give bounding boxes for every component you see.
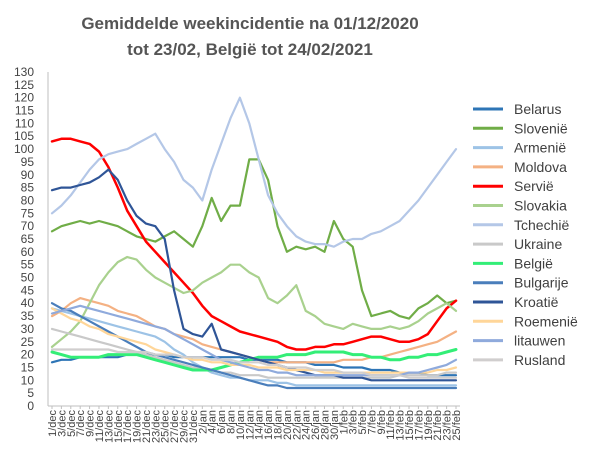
chart-title-line-2: tot 23/02, België tot 24/02/2021 [127, 40, 373, 59]
x-tick-label: 21/dec [141, 410, 153, 444]
x-tick-label: 31/dec [188, 410, 200, 444]
y-tick-label: 95 [21, 155, 35, 169]
y-tick-label: 115 [15, 104, 34, 118]
x-tick-label: 17/dec [122, 410, 134, 444]
y-tick-label: 100 [14, 142, 34, 156]
y-tick-label: 25 [21, 335, 35, 349]
legend-label: Tchechië [514, 217, 569, 233]
y-tick-label: 40 [21, 296, 35, 310]
x-tick-label: 25/dec [160, 410, 172, 444]
x-tick-label: 12/jan [244, 410, 256, 440]
x-tick-label: 3/feb [348, 410, 360, 434]
x-tick-label: 1/dec [47, 410, 59, 437]
x-tick-label: 1/feb [338, 410, 350, 434]
x-tick-label: 10/jan [235, 410, 247, 440]
x-tick-label: 14/jan [254, 410, 266, 440]
x-tick-label: 26/jan [310, 410, 322, 440]
x-tick-label: 30/jan [329, 410, 341, 440]
series-line-slovenië [50, 158, 458, 320]
y-tick-label: 130 [14, 65, 34, 79]
legend-label: Slovenië [514, 120, 568, 136]
x-tick-label: 7/feb [366, 410, 378, 434]
y-tick-label: 20 [21, 348, 35, 362]
x-tick-label: 9/feb [376, 410, 388, 434]
series-line-moldova [50, 297, 458, 364]
x-tick-label: 6/jan [216, 410, 228, 434]
x-tick-label: 25/feb [451, 410, 463, 441]
x-tick-label: 20/jan [282, 410, 294, 440]
x-tick-label: 27/dec [169, 410, 181, 444]
legend-label: Servië [514, 178, 554, 194]
y-tick-label: 65 [21, 232, 35, 246]
x-tick-label: 15/dec [113, 410, 125, 444]
x-tick-label: 18/jan [272, 410, 284, 440]
x-tick-label: 24/jan [301, 410, 313, 440]
y-tick-label: 90 [21, 168, 35, 182]
y-tick-label: 85 [21, 181, 35, 195]
series-line-servië [50, 137, 458, 351]
x-tick-label: 5/dec [66, 410, 78, 437]
y-tick-label: 125 [14, 78, 34, 92]
y-tick-label: 5 [27, 386, 34, 400]
x-tick-label: 23/dec [150, 410, 162, 444]
x-tick-label: 28/jan [319, 410, 331, 440]
y-tick-label: 35 [21, 309, 35, 323]
x-tick-label: 16/jan [263, 410, 275, 440]
x-tick-label: 19/dec [132, 410, 144, 444]
series-line-rusland [50, 348, 458, 379]
x-tick-label: 8/jan [226, 410, 238, 434]
x-tick-label: 11/dec [94, 410, 106, 443]
y-tick-label: 10 [21, 373, 35, 387]
x-tick-label: 22/jan [291, 410, 303, 440]
x-tick-label: 3/dec [56, 410, 68, 437]
y-tick-label: 70 [21, 219, 35, 233]
x-tick-label: 19/feb [423, 410, 435, 441]
y-tick-label: 75 [21, 206, 35, 220]
y-tick-label: 50 [21, 271, 35, 285]
x-tick-label: 13/dec [103, 410, 115, 444]
legend-label: litauwen [514, 333, 565, 349]
series-line-tchechië [50, 96, 458, 248]
chart-title-line-1: Gemiddelde weekincidentie na 01/12/2020 [81, 14, 419, 33]
y-tick-label: 80 [21, 193, 35, 207]
x-tick-label: 2/jan [197, 410, 209, 434]
y-tick-label: 15 [21, 360, 35, 374]
y-tick-label: 60 [21, 245, 35, 259]
legend-label: Kroatië [514, 294, 559, 310]
series-line-slovakia [50, 255, 458, 348]
legend-label: Slovakia [514, 198, 567, 214]
y-tick-label: 30 [21, 322, 35, 336]
x-tick-label: 29/dec [179, 410, 191, 444]
y-tick-label: 120 [14, 91, 34, 105]
x-tick-label: 11/feb [385, 410, 397, 440]
legend-label: Moldova [514, 159, 567, 175]
legend-label: Ukraine [514, 236, 562, 252]
x-tick-label: 15/feb [404, 410, 416, 441]
x-tick-label: 21/feb [432, 410, 444, 441]
x-tick-label: 5/feb [357, 410, 369, 434]
x-tick-label: 13/feb [395, 410, 407, 441]
legend-label: Rusland [514, 352, 565, 368]
legend-label: Armenië [514, 140, 566, 156]
series-line-armenië [50, 307, 458, 387]
x-tick-label: 4/jan [207, 410, 219, 434]
legend-label: Roemenië [514, 313, 578, 329]
legend-label: Belarus [514, 101, 561, 117]
y-tick-label: 105 [14, 129, 34, 143]
x-tick-label: 7/dec [75, 410, 87, 437]
y-tick-label: 0 [27, 399, 34, 413]
x-tick-label: 23/feb [442, 410, 454, 441]
x-tick-label: 9/dec [85, 410, 97, 437]
y-tick-label: 45 [21, 283, 35, 297]
legend-label: Bulgarije [514, 275, 569, 291]
legend-label: België [514, 255, 553, 271]
y-tick-label: 110 [15, 116, 34, 130]
series-line-kroatië [50, 168, 458, 382]
series-line-ukraine [50, 327, 458, 379]
y-tick-label: 55 [21, 258, 35, 272]
x-tick-label: 17/feb [413, 410, 425, 441]
series-line-roemenië [50, 307, 458, 374]
